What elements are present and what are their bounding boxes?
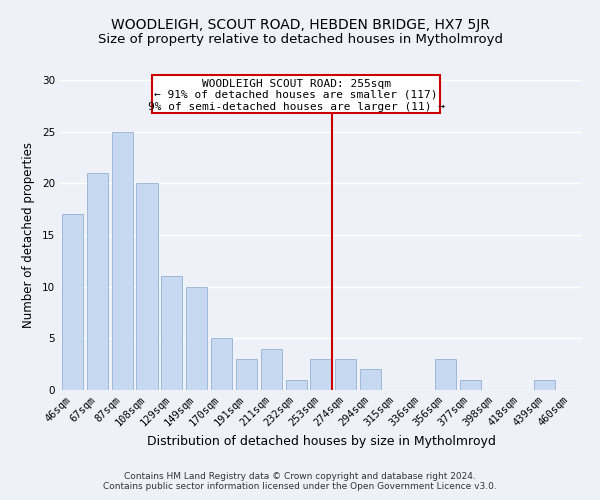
Text: Contains HM Land Registry data © Crown copyright and database right 2024.: Contains HM Land Registry data © Crown c… — [124, 472, 476, 481]
Bar — [261, 348, 282, 390]
X-axis label: Distribution of detached houses by size in Mytholmroyd: Distribution of detached houses by size … — [146, 436, 496, 448]
Text: WOODLEIGH, SCOUT ROAD, HEBDEN BRIDGE, HX7 5JR: WOODLEIGH, SCOUT ROAD, HEBDEN BRIDGE, HX… — [110, 18, 490, 32]
Bar — [435, 359, 456, 390]
Bar — [136, 184, 158, 390]
Bar — [161, 276, 182, 390]
Text: 9% of semi-detached houses are larger (11) →: 9% of semi-detached houses are larger (1… — [148, 102, 445, 112]
Bar — [211, 338, 232, 390]
Bar — [286, 380, 307, 390]
Bar — [460, 380, 481, 390]
Bar — [236, 359, 257, 390]
Text: WOODLEIGH SCOUT ROAD: 255sqm: WOODLEIGH SCOUT ROAD: 255sqm — [202, 78, 391, 88]
Bar — [310, 359, 332, 390]
Text: ← 91% of detached houses are smaller (117): ← 91% of detached houses are smaller (11… — [154, 90, 438, 100]
Bar — [186, 286, 207, 390]
Bar — [62, 214, 83, 390]
FancyBboxPatch shape — [152, 75, 440, 113]
Bar — [534, 380, 555, 390]
Bar — [335, 359, 356, 390]
Bar — [360, 370, 381, 390]
Text: Size of property relative to detached houses in Mytholmroyd: Size of property relative to detached ho… — [97, 32, 503, 46]
Bar — [87, 173, 108, 390]
Y-axis label: Number of detached properties: Number of detached properties — [22, 142, 35, 328]
Bar — [112, 132, 133, 390]
Text: Contains public sector information licensed under the Open Government Licence v3: Contains public sector information licen… — [103, 482, 497, 491]
